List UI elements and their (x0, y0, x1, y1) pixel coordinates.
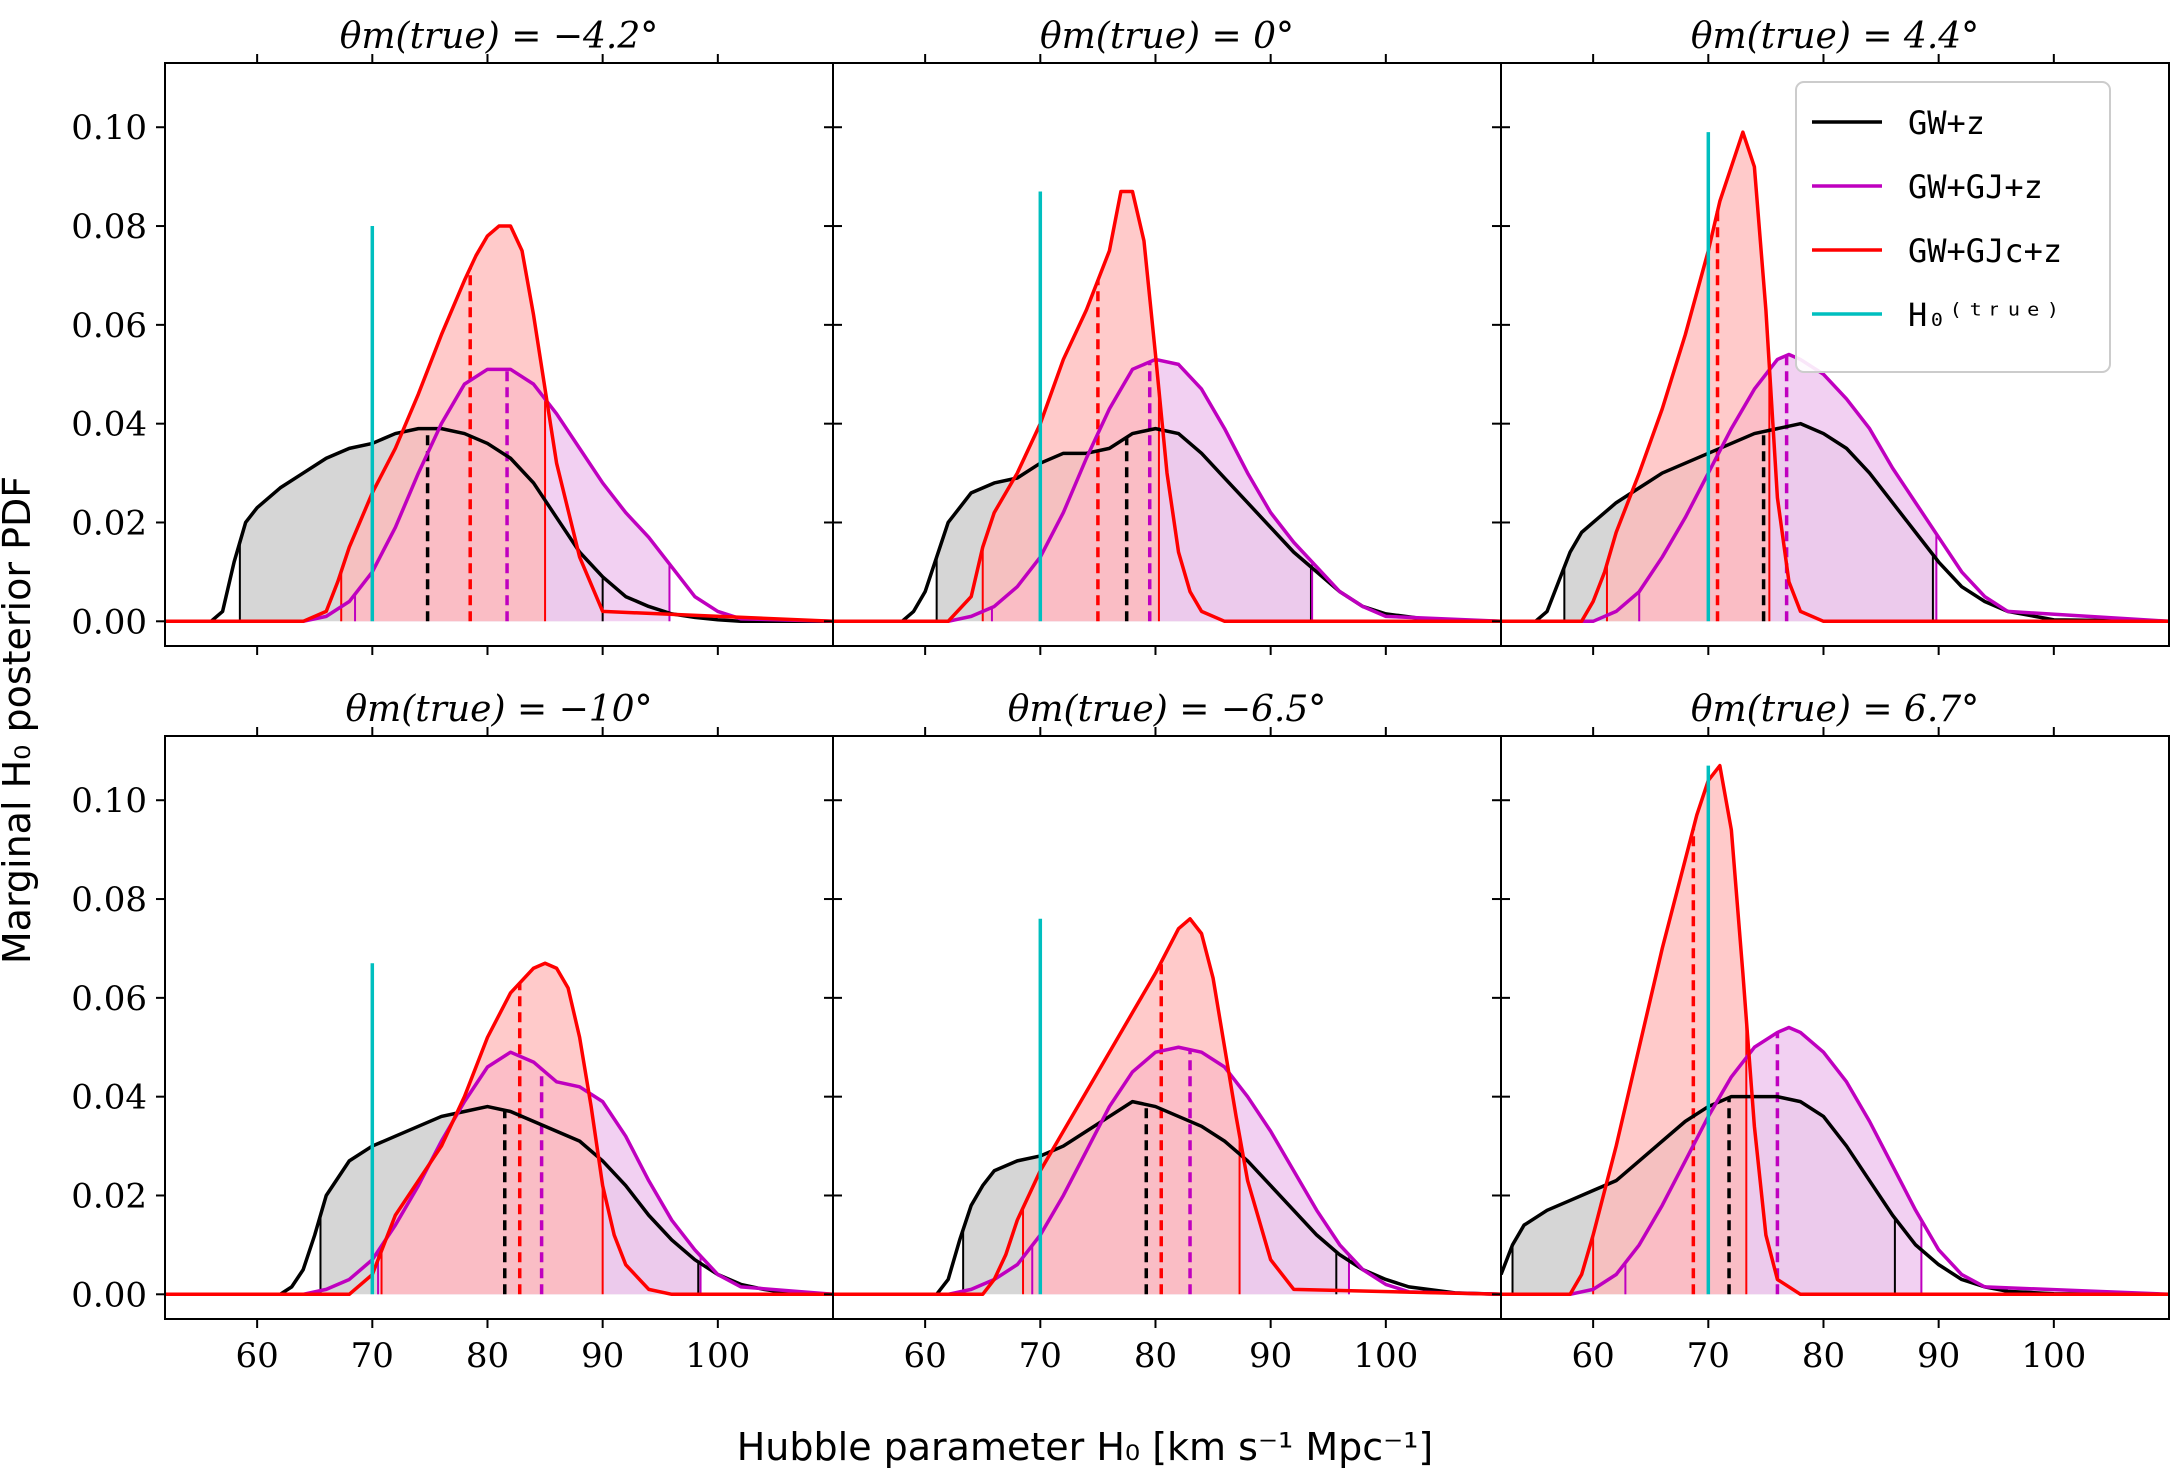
y-tick-label: 0.04 (71, 405, 147, 445)
legend-box (1795, 81, 2111, 373)
x-tick-label: 60 (904, 1336, 947, 1376)
y-tick-label: 0.00 (71, 1275, 147, 1315)
plot-area (1501, 763, 2169, 1297)
legend-label-gw: GW+z (1908, 104, 1985, 142)
x-axis-title: Hubble parameter H₀ [km s⁻¹ Mpc⁻¹] (737, 1425, 1434, 1469)
x-tick-label: 70 (351, 1336, 394, 1376)
curve-GW+GJc+z (1501, 763, 2169, 1297)
legend-label-gj: GW+GJ+z (1908, 168, 2043, 206)
panel-title: θm(true) = 0° (1040, 16, 1294, 57)
y-tick-label: 0.00 (71, 602, 147, 642)
x-tick-label: 80 (1134, 1336, 1177, 1376)
panel-title: θm(true) = −6.5° (1008, 689, 1327, 730)
curve-GW+GJ+z (833, 357, 1501, 624)
ci-fill-GW+GJc+z (982, 191, 1159, 622)
y-tick-label: 0.06 (71, 979, 147, 1019)
x-tick-label: 90 (1249, 1336, 1292, 1376)
axes-frame (1500, 62, 2170, 647)
curve-GW+z (165, 1104, 833, 1297)
x-tick-label: 100 (2021, 1336, 2086, 1376)
panel-4: 60 70 80 90 100 0.00 0.02 0.04 0.06 0.08 0.10 θm(tr… (71, 689, 842, 1376)
x-tick-label: 100 (1353, 1336, 1418, 1376)
ci-fill-GW+GJc+z (1606, 132, 1770, 622)
curve-GW+GJ+z (833, 1045, 1501, 1297)
panel-5: 60 70 80 90 100 θm(true) = −6.5° (824, 689, 1510, 1376)
y-tick-label: 0.08 (71, 207, 147, 247)
curve-GW+GJ+z (1501, 352, 2169, 624)
panel-6: 60 70 80 90 100 θm(true) = 6.7° (1492, 689, 2170, 1376)
ci-fill-GW+GJc+z (1023, 918, 1240, 1295)
curve-GW+z (833, 1099, 1501, 1297)
y-tick-label: 0.06 (71, 306, 147, 346)
x-tick-label: 90 (581, 1336, 624, 1376)
x-tick-label: 80 (466, 1336, 509, 1376)
legend-label-true: H₀⁽ᵗʳᵘᵉ⁾ (1908, 296, 2062, 334)
y-tick-label: 0.10 (71, 781, 147, 821)
plot-area (1501, 130, 2169, 624)
curve-GW+GJc+z (1501, 130, 2169, 624)
plot-area (165, 224, 833, 624)
curve-GW+GJc+z (165, 961, 833, 1297)
y-tick-label: 0.10 (71, 108, 147, 148)
curve-GW+GJc+z (165, 224, 833, 624)
plot-area (833, 189, 1501, 624)
panel-title: θm(true) = −4.2° (340, 16, 659, 57)
panel-title: θm(true) = 4.4° (1691, 16, 1979, 57)
curve-GW+GJc+z (833, 917, 1501, 1297)
x-tick-label: 90 (1917, 1336, 1960, 1376)
x-tick-label: 100 (685, 1336, 750, 1376)
ci-fill-GW+GJc+z (1593, 765, 1747, 1295)
curve-GW+GJc+z (833, 189, 1501, 624)
y-axis-title: Marginal H₀ posterior PDF (0, 476, 39, 964)
plot-area (833, 917, 1501, 1297)
ci-fill-GW+GJc+z (381, 963, 603, 1295)
y-tick-label: 0.08 (71, 880, 147, 920)
legend: GW+z GW+GJ+z GW+GJc+z H₀⁽ᵗʳᵘᵉ⁾ (1795, 81, 2111, 373)
plot-area (165, 961, 833, 1297)
y-tick-label: 0.02 (71, 1176, 147, 1216)
x-tick-label: 70 (1687, 1336, 1730, 1376)
panel-2: θm(true) = 0° (824, 16, 1510, 655)
x-tick-label: 60 (236, 1336, 279, 1376)
panels: 0.00 0.02 0.04 0.06 0.08 0.10 θm(true) = −4.2°… (71, 16, 2170, 1376)
y-tick-label: 0.04 (71, 1078, 147, 1118)
curve-GW+GJ+z (165, 367, 833, 624)
panel-title: θm(true) = −10° (345, 689, 652, 730)
curve-GW+z (1501, 421, 2169, 624)
x-tick-label: 70 (1019, 1336, 1062, 1376)
axes-frame (1500, 735, 2170, 1320)
y-tick-label: 0.02 (71, 503, 147, 543)
panel-3: θm(true) = 4.4° (1492, 16, 2170, 655)
panel-title: θm(true) = 6.7° (1691, 689, 1979, 730)
curve-GW+GJ+z (1501, 1025, 2169, 1297)
legend-label-gjc: GW+GJc+z (1908, 232, 2062, 270)
panel-1: 0.00 0.02 0.04 0.06 0.08 0.10 θm(true) = −4.2° (71, 16, 842, 655)
curve-GW+GJ+z (165, 1050, 833, 1297)
curve-GW+z (1501, 1094, 2169, 1297)
x-tick-label: 80 (1802, 1336, 1845, 1376)
x-tick-label: 60 (1572, 1336, 1615, 1376)
